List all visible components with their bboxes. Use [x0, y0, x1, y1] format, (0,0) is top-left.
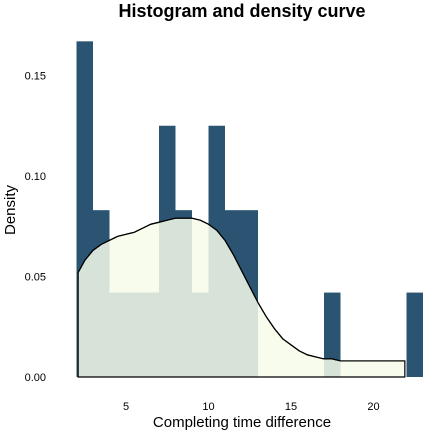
histogram-bar: [406, 292, 423, 377]
x-axis-ticks: 5 10 15 20: [123, 401, 380, 413]
x-tick-label: 20: [367, 401, 379, 413]
y-tick-label: 0.05: [25, 272, 46, 284]
x-axis-label: Completing time difference: [153, 414, 331, 431]
y-axis-ticks: 0.00 0.05 0.10 0.15: [25, 71, 46, 385]
y-tick-label: 0.10: [25, 171, 46, 183]
y-axis-label: Density: [2, 184, 19, 235]
y-tick-label: 0.15: [25, 71, 46, 83]
x-tick-label: 5: [123, 401, 129, 413]
plot-area: [76, 41, 423, 378]
y-tick-label: 0.00: [25, 372, 46, 384]
x-tick-label: 10: [202, 401, 214, 413]
density-curve: [77, 217, 405, 362]
histogram-bar: [324, 292, 341, 377]
x-tick-label: 15: [285, 401, 297, 413]
chart-title: Histogram and density curve: [118, 1, 365, 21]
